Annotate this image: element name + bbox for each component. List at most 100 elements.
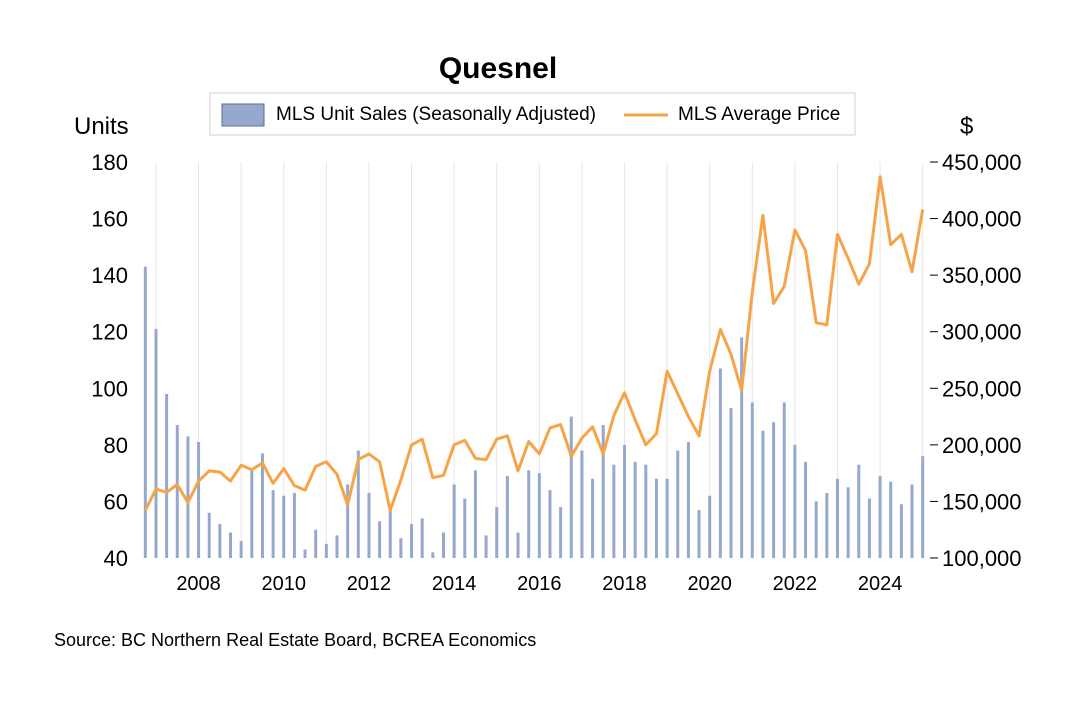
sales-bar bbox=[740, 337, 744, 558]
sales-bar bbox=[708, 495, 712, 558]
sales-bar bbox=[825, 492, 829, 558]
sales-bar bbox=[260, 453, 264, 558]
sales-bar bbox=[239, 541, 243, 558]
right-axis-ticks: 100,000 150,000 200,000 250,000 300,000 350,0… bbox=[930, 150, 1022, 571]
sales-bar bbox=[623, 444, 627, 558]
sales-bar bbox=[527, 470, 531, 558]
right-tick-label: 100,000 bbox=[942, 546, 1022, 571]
sales-bar bbox=[729, 408, 733, 558]
sales-bar bbox=[473, 470, 477, 558]
price-line bbox=[143, 175, 925, 512]
sales-bar bbox=[420, 518, 424, 558]
legend-label-sales: MLS Unit Sales (Seasonally Adjusted) bbox=[276, 104, 596, 125]
source-note: Source: BC Northern Real Estate Board, B… bbox=[54, 630, 536, 650]
sales-bar bbox=[367, 492, 371, 558]
sales-bar bbox=[580, 450, 584, 558]
right-tick-label: 350,000 bbox=[942, 263, 1022, 288]
sales-bar bbox=[899, 504, 903, 558]
sales-bar bbox=[857, 464, 861, 558]
sales-bar bbox=[910, 484, 914, 558]
sales-bar bbox=[569, 416, 573, 558]
sales-bar bbox=[431, 552, 435, 558]
left-tick-label: 60 bbox=[104, 489, 128, 514]
right-tick-label: 400,000 bbox=[942, 207, 1022, 232]
sales-bar bbox=[654, 478, 658, 558]
sales-bar bbox=[452, 484, 456, 558]
sales-bar bbox=[207, 512, 211, 558]
right-tick-label: 150,000 bbox=[942, 489, 1022, 514]
sales-bar bbox=[633, 461, 637, 558]
sales-bar bbox=[335, 535, 339, 558]
x-tick-label: 2022 bbox=[773, 573, 818, 595]
sales-bar bbox=[410, 524, 414, 558]
sales-bar bbox=[612, 464, 616, 558]
legend-label-price: MLS Average Price bbox=[678, 104, 840, 125]
sales-bar bbox=[186, 436, 190, 558]
sales-bar bbox=[761, 430, 765, 558]
right-axis-unit: $ bbox=[960, 113, 973, 140]
sales-bar bbox=[804, 461, 808, 558]
sales-bar bbox=[697, 509, 701, 558]
sales-bar bbox=[175, 425, 179, 558]
sales-bar bbox=[282, 495, 286, 558]
line-series bbox=[143, 175, 925, 512]
x-tick-label: 2016 bbox=[517, 573, 562, 595]
sales-bar bbox=[814, 501, 818, 558]
sales-bar bbox=[292, 492, 296, 558]
right-tick-label: 200,000 bbox=[942, 433, 1022, 458]
sales-bar bbox=[154, 328, 158, 558]
left-tick-label: 120 bbox=[91, 320, 128, 345]
left-tick-label: 140 bbox=[91, 263, 128, 288]
x-tick-label: 2012 bbox=[347, 573, 392, 595]
sales-bar bbox=[484, 535, 488, 558]
left-tick-label: 160 bbox=[91, 207, 128, 232]
sales-bar bbox=[495, 507, 499, 558]
legend: MLS Unit Sales (Seasonally Adjusted) MLS… bbox=[209, 92, 856, 136]
sales-bar bbox=[548, 490, 552, 558]
sales-bar bbox=[537, 473, 541, 558]
sales-bar bbox=[665, 478, 669, 558]
sales-bar bbox=[165, 393, 169, 558]
sales-bar bbox=[644, 464, 648, 558]
sales-bar bbox=[686, 442, 690, 558]
right-tick-label: 450,000 bbox=[942, 150, 1022, 175]
sales-bar bbox=[356, 450, 360, 558]
sales-bar bbox=[505, 475, 509, 558]
sales-bar bbox=[250, 470, 254, 558]
sales-bar bbox=[772, 422, 776, 558]
x-tick-label: 2018 bbox=[602, 573, 647, 595]
sales-bar bbox=[271, 490, 275, 558]
legend-swatch-sales bbox=[221, 103, 265, 127]
sales-bar bbox=[378, 521, 382, 558]
right-tick-label: 300,000 bbox=[942, 320, 1022, 345]
sales-bar bbox=[303, 549, 307, 558]
x-tick-label: 2008 bbox=[176, 573, 221, 595]
gridlines bbox=[155, 162, 924, 558]
x-axis-ticks: 2008 2010 2012 2014 2016 2018 2020 2022 2024 bbox=[176, 573, 902, 595]
sales-bar bbox=[835, 478, 839, 558]
left-tick-label: 180 bbox=[91, 150, 128, 175]
left-tick-label: 80 bbox=[104, 433, 128, 458]
sales-bar bbox=[218, 524, 222, 558]
sales-bar bbox=[718, 368, 722, 558]
sales-bar bbox=[782, 402, 786, 558]
left-axis-unit: Units bbox=[74, 113, 129, 140]
sales-bar bbox=[229, 532, 233, 558]
right-tick-label: 250,000 bbox=[942, 376, 1022, 401]
left-tick-label: 100 bbox=[91, 376, 128, 401]
legend-box bbox=[209, 92, 856, 136]
sales-bar bbox=[314, 529, 318, 558]
left-axis-ticks: 40 60 80 100 120 140 160 180 bbox=[91, 150, 128, 571]
sales-bar bbox=[324, 543, 328, 558]
sales-bar bbox=[559, 507, 563, 558]
x-tick-label: 2014 bbox=[432, 573, 477, 595]
sales-bar bbox=[750, 402, 754, 558]
sales-bar bbox=[197, 442, 201, 558]
sales-bar bbox=[388, 509, 392, 558]
sales-bar bbox=[463, 498, 467, 558]
sales-bar bbox=[441, 532, 445, 558]
left-tick-label: 40 bbox=[104, 546, 128, 571]
sales-bar bbox=[143, 266, 147, 558]
chart-title: Quesnel bbox=[439, 52, 557, 85]
